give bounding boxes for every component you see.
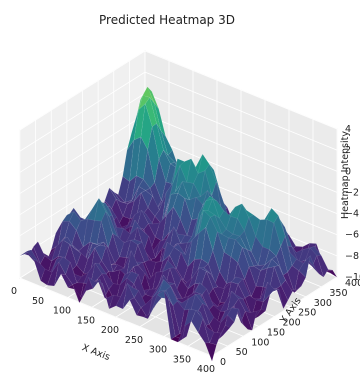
y-tick-label: 0 bbox=[220, 357, 226, 368]
surface-cell bbox=[280, 279, 293, 301]
surface-cell bbox=[325, 269, 338, 278]
grid-line-y bbox=[19, 277, 213, 357]
grid-line-z-left bbox=[19, 71, 146, 152]
z-tick-label: −8 bbox=[345, 251, 359, 262]
axis-ticks: 0501001502002503003504000501001502002503… bbox=[11, 124, 360, 374]
x-tick-label: 200 bbox=[101, 325, 119, 336]
surface-cell bbox=[316, 255, 329, 278]
heatmap-surface bbox=[19, 86, 338, 362]
z-tick-label: −10 bbox=[345, 272, 360, 283]
x-tick-label: 150 bbox=[77, 315, 95, 326]
y-tick-label: 50 bbox=[236, 347, 248, 358]
x-tick-label: 400 bbox=[197, 364, 215, 374]
surface-cell bbox=[307, 259, 320, 275]
x-tick-label: 250 bbox=[125, 335, 143, 346]
z-tick-label: −4 bbox=[345, 209, 359, 220]
grid-line-z-left bbox=[19, 114, 146, 194]
grid-line-z-back bbox=[144, 50, 338, 130]
y-tick-label: 250 bbox=[298, 308, 316, 319]
z-tick-label: 4 bbox=[345, 124, 351, 135]
x-tick-label: 0 bbox=[11, 286, 17, 297]
grid-line-z-back bbox=[144, 114, 338, 193]
surface-cell bbox=[204, 342, 217, 362]
surface-cell bbox=[298, 255, 311, 278]
z-tick-label: 2 bbox=[345, 145, 351, 156]
z-tick-label: −2 bbox=[345, 187, 359, 198]
grid-line-z-left bbox=[19, 50, 146, 131]
y-tick-label: 300 bbox=[314, 298, 332, 309]
z-tick-label: −6 bbox=[345, 230, 359, 241]
z-axis-label: Heatmap Intensity bbox=[340, 131, 351, 219]
x-tick-label: 350 bbox=[173, 354, 191, 365]
grid-line-z-back bbox=[144, 92, 338, 172]
chart-title: Predicted Heatmap 3D bbox=[99, 13, 235, 27]
grid-line-z-back bbox=[144, 135, 338, 214]
x-tick-label: 300 bbox=[149, 345, 167, 356]
y-tick-label: 400 bbox=[345, 278, 360, 289]
surface-cell bbox=[227, 307, 239, 323]
y-tick-label: 350 bbox=[329, 288, 347, 299]
grid-line-z-left bbox=[19, 92, 146, 173]
x-tick-label: 50 bbox=[32, 296, 44, 307]
grid-line-z-back bbox=[144, 71, 338, 151]
x-tick-label: 100 bbox=[53, 306, 71, 317]
y-tick-label: 100 bbox=[251, 337, 269, 348]
grid-line-z-left bbox=[19, 135, 146, 215]
x-axis-label: X Axis bbox=[80, 342, 111, 363]
z-tick-label: 0 bbox=[345, 166, 351, 177]
y-tick-label: 200 bbox=[283, 318, 301, 329]
y-tick-label: 150 bbox=[267, 327, 285, 338]
